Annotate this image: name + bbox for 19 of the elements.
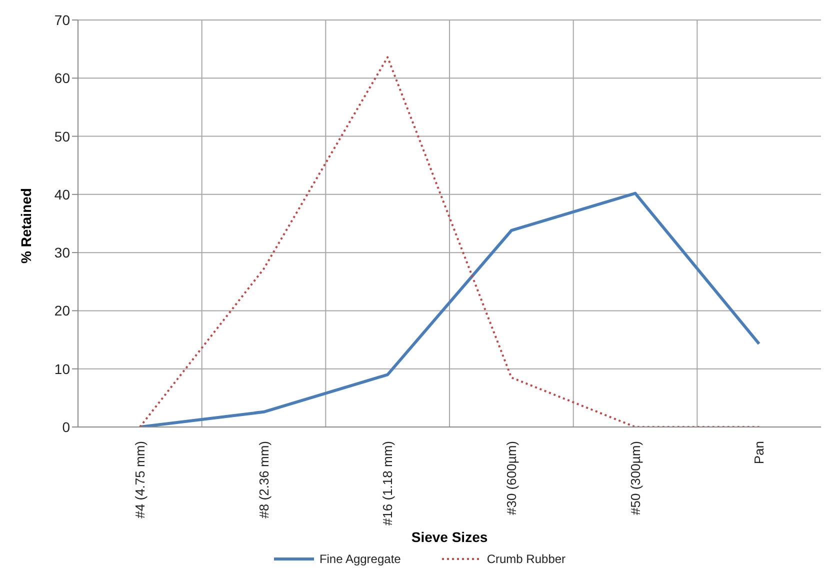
x-tick-label: #4 (4.75 mm) [132, 441, 148, 518]
legend-label: Fine Aggregate [318, 552, 401, 566]
y-tick-label: 50 [54, 128, 70, 144]
y-tick-label: 0 [62, 418, 70, 435]
x-tick-label: #8 (2.36 mm) [256, 441, 272, 518]
y-tick-label: 60 [54, 70, 70, 86]
y-tick-label: 20 [54, 302, 70, 319]
y-axis-title: % Retained [18, 188, 34, 264]
legend-label: Crumb Rubber [486, 552, 566, 566]
y-tick-label: 10 [54, 360, 70, 377]
y-tick-label: 40 [54, 186, 70, 202]
x-tick-label: #30 (600µm) [504, 441, 519, 515]
x-tick-label: Pan [752, 441, 767, 464]
x-tick-label: #16 (1.18 mm) [380, 441, 396, 526]
x-tick-label: #50 (300µm) [628, 441, 643, 515]
x-axis-title: Sieve Sizes [411, 529, 488, 545]
line-series [138, 56, 760, 427]
y-tick-label: 70 [54, 12, 70, 28]
y-tick-label: 30 [54, 244, 70, 261]
